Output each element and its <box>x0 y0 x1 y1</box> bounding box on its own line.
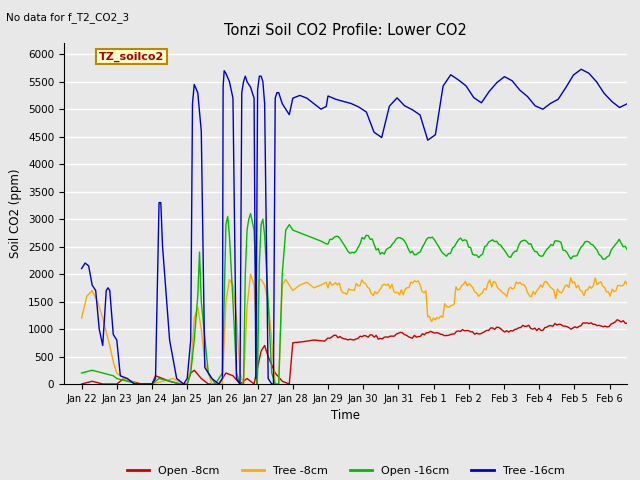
Text: TZ_soilco2: TZ_soilco2 <box>99 51 164 62</box>
Legend: Open -8cm, Tree -8cm, Open -16cm, Tree -16cm: Open -8cm, Tree -8cm, Open -16cm, Tree -… <box>122 462 569 480</box>
Title: Tonzi Soil CO2 Profile: Lower CO2: Tonzi Soil CO2 Profile: Lower CO2 <box>224 23 467 38</box>
X-axis label: Time: Time <box>331 409 360 422</box>
Text: No data for f_T2_CO2_3: No data for f_T2_CO2_3 <box>6 12 129 23</box>
Y-axis label: Soil CO2 (ppm): Soil CO2 (ppm) <box>10 169 22 258</box>
